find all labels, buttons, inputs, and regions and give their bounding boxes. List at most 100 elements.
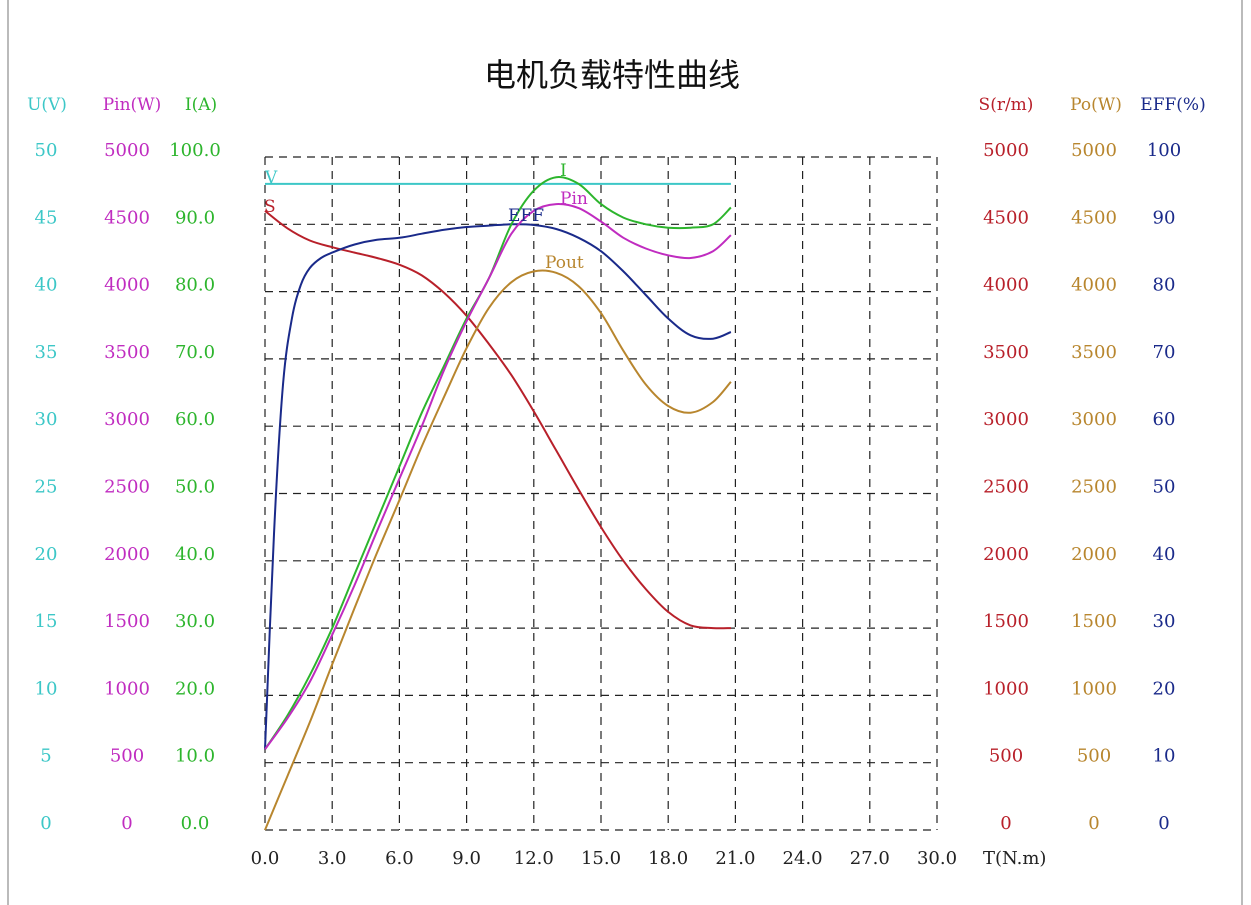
series-labels: VS EFF I Pin Pout xyxy=(264,161,588,273)
y-tick-label-u: 40 xyxy=(35,275,58,296)
y-tick-label-po: 2500 xyxy=(1071,477,1117,498)
y-tick-label-s: 3000 xyxy=(983,409,1029,430)
series-line-i xyxy=(264,175,732,750)
y-tick-label-pin: 2000 xyxy=(104,544,150,565)
y-tick-label-eff: 70 xyxy=(1153,342,1176,363)
x-tick-label: 9.0 xyxy=(452,848,481,869)
y-tick-label-pin: 1500 xyxy=(104,611,150,632)
y-tick-label-s: 3500 xyxy=(983,342,1029,363)
y-tick-label-u: 45 xyxy=(35,207,58,228)
axis-header-s: S(r/m) xyxy=(979,95,1034,115)
series-line-pin xyxy=(264,203,732,750)
y-tick-label-i: 100.0 xyxy=(169,140,221,161)
y-tick-label-pin: 500 xyxy=(110,746,144,767)
y-tick-label-i: 90.0 xyxy=(175,207,215,228)
series-line-eff xyxy=(264,223,732,750)
y-tick-label-po: 5000 xyxy=(1071,140,1117,161)
y-tick-label-pin: 4000 xyxy=(104,275,150,296)
series-label-i: I xyxy=(560,161,567,181)
series-line-pout xyxy=(264,269,732,831)
series-label-v: V xyxy=(264,168,278,188)
series-line-s xyxy=(264,210,731,630)
y-tick-label-eff: 80 xyxy=(1153,275,1176,296)
y-tick-label-po: 3000 xyxy=(1071,409,1117,430)
x-tick-label: 0.0 xyxy=(251,848,280,869)
y-tick-label-eff: 60 xyxy=(1153,409,1176,430)
y-tick-label-s: 500 xyxy=(989,746,1023,767)
y-tick-label-pin: 3500 xyxy=(104,342,150,363)
grid xyxy=(264,156,938,831)
axis-labels: 0.0 3.0 6.0 9.0 12.0 15.0 18.0 21.0 24.0 27.0 30.0… xyxy=(27,95,1206,869)
y-tick-label-s: 0 xyxy=(1000,813,1011,834)
y-tick-label-pin: 1000 xyxy=(104,678,150,699)
x-tick-label: 15.0 xyxy=(581,848,621,869)
y-tick-label-s: 4000 xyxy=(983,275,1029,296)
x-axis-label: T(N.m) xyxy=(983,848,1046,869)
y-tick-label-eff: 20 xyxy=(1153,678,1176,699)
x-tick-label: 12.0 xyxy=(514,848,554,869)
y-tick-label-eff: 40 xyxy=(1153,544,1176,565)
axis-header-i: I(A) xyxy=(185,95,217,115)
y-tick-label-u: 10 xyxy=(35,678,58,699)
y-tick-label-pin: 4500 xyxy=(104,207,150,228)
x-tick-label: 18.0 xyxy=(648,848,688,869)
y-tick-label-u: 50 xyxy=(35,140,58,161)
curves xyxy=(264,175,732,831)
y-tick-label-i: 40.0 xyxy=(175,544,215,565)
y-tick-label-i: 20.0 xyxy=(175,678,215,699)
axis-header-pin: Pin(W) xyxy=(103,95,162,115)
y-tick-label-po: 3500 xyxy=(1071,342,1117,363)
y-tick-label-po: 4000 xyxy=(1071,275,1117,296)
y-tick-label-u: 5 xyxy=(40,746,51,767)
y-tick-label-s: 5000 xyxy=(983,140,1029,161)
y-tick-label-s: 1500 xyxy=(983,611,1029,632)
y-tick-label-eff: 90 xyxy=(1153,207,1176,228)
y-tick-label-u: 0 xyxy=(40,813,51,834)
y-tick-label-i: 80.0 xyxy=(175,275,215,296)
y-tick-label-u: 35 xyxy=(35,342,58,363)
y-tick-label-i: 10.0 xyxy=(175,746,215,767)
y-tick-label-eff: 10 xyxy=(1153,746,1176,767)
y-tick-label-pin: 0 xyxy=(121,813,132,834)
y-tick-label-u: 30 xyxy=(35,409,58,430)
y-tick-label-po: 0 xyxy=(1088,813,1099,834)
y-tick-label-i: 30.0 xyxy=(175,611,215,632)
y-tick-label-po: 2000 xyxy=(1071,544,1117,565)
y-tick-label-pin: 5000 xyxy=(104,140,150,161)
y-tick-label-u: 25 xyxy=(35,477,58,498)
x-tick-label: 21.0 xyxy=(715,848,755,869)
y-tick-label-i: 0.0 xyxy=(181,813,210,834)
series-label-pin: Pin xyxy=(560,189,588,209)
y-tick-label-s: 1000 xyxy=(983,678,1029,699)
axis-header-eff: EFF(%) xyxy=(1140,95,1205,115)
y-tick-label-eff: 0 xyxy=(1158,813,1169,834)
y-tick-label-i: 70.0 xyxy=(175,342,215,363)
axis-header-po: Po(W) xyxy=(1070,95,1122,115)
y-tick-label-s: 4500 xyxy=(983,207,1029,228)
y-tick-label-po: 1000 xyxy=(1071,678,1117,699)
y-tick-label-eff: 100 xyxy=(1147,140,1181,161)
x-tick-label: 6.0 xyxy=(385,848,414,869)
x-tick-label: 3.0 xyxy=(318,848,347,869)
x-tick-label: 24.0 xyxy=(783,848,823,869)
y-tick-label-po: 1500 xyxy=(1071,611,1117,632)
series-label-s: S xyxy=(264,197,276,217)
y-tick-label-i: 60.0 xyxy=(175,409,215,430)
y-tick-label-eff: 50 xyxy=(1153,477,1176,498)
y-tick-label-s: 2000 xyxy=(983,544,1029,565)
series-label-eff: EFF xyxy=(508,206,544,226)
chart-title: 电机负载特性曲线 xyxy=(484,56,740,94)
y-tick-label-i: 50.0 xyxy=(175,477,215,498)
y-tick-label-eff: 30 xyxy=(1153,611,1176,632)
y-tick-label-s: 2500 xyxy=(983,477,1029,498)
x-tick-label: 30.0 xyxy=(917,848,957,869)
y-tick-label-pin: 3000 xyxy=(104,409,150,430)
series-label-pout: Pout xyxy=(545,253,584,273)
y-tick-label-u: 20 xyxy=(35,544,58,565)
y-tick-label-u: 15 xyxy=(35,611,58,632)
axis-header-u: U(V) xyxy=(27,95,67,115)
y-tick-label-pin: 2500 xyxy=(104,477,150,498)
y-tick-label-po: 500 xyxy=(1077,746,1111,767)
y-tick-label-po: 4500 xyxy=(1071,207,1117,228)
